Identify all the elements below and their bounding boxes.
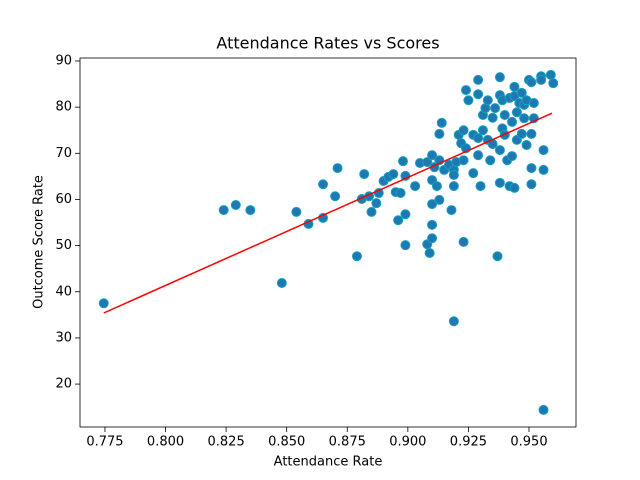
point: [494, 177, 505, 188]
point: [351, 251, 362, 262]
x-axis-label: Attendance Rate: [274, 455, 383, 470]
y-tick-label: 80: [55, 100, 72, 115]
point: [218, 205, 229, 216]
point: [434, 194, 445, 205]
point: [487, 112, 498, 123]
point: [526, 77, 537, 88]
point: [473, 74, 484, 85]
point: [526, 163, 537, 174]
point: [526, 128, 537, 139]
x-tick-label: 0.925: [450, 435, 487, 450]
y-tick-label: 50: [55, 238, 72, 253]
point: [458, 236, 469, 247]
x-tick-label: 0.825: [208, 435, 245, 450]
point: [460, 85, 471, 96]
point: [291, 206, 302, 217]
point: [371, 198, 382, 209]
y-tick-label: 90: [55, 54, 72, 69]
point: [473, 89, 484, 100]
point: [422, 157, 433, 168]
point: [519, 113, 530, 124]
y-tick-label: 30: [55, 330, 72, 345]
y-tick-label: 20: [55, 377, 72, 392]
point: [446, 205, 457, 216]
point: [427, 150, 438, 161]
point: [516, 87, 527, 98]
point: [366, 206, 377, 217]
point: [359, 169, 370, 180]
point: [511, 107, 522, 118]
point: [482, 95, 493, 106]
point: [463, 95, 474, 106]
x-tick-label: 0.875: [329, 435, 366, 450]
point: [318, 179, 329, 190]
point: [507, 116, 518, 127]
chart-title: Attendance Rates vs Scores: [216, 34, 439, 53]
point: [516, 128, 527, 139]
point: [98, 298, 109, 309]
point: [473, 133, 484, 144]
point: [230, 200, 241, 210]
point: [448, 181, 459, 192]
point: [431, 181, 442, 192]
point: [485, 155, 496, 166]
point: [427, 219, 438, 230]
point: [538, 145, 549, 156]
point: [448, 316, 459, 327]
point: [477, 125, 488, 136]
point: [400, 240, 411, 251]
point: [509, 182, 520, 193]
y-tick-label: 60: [55, 192, 72, 207]
point: [526, 179, 537, 190]
fit-line: [103, 112, 553, 314]
x-tick-label: 0.950: [510, 435, 547, 450]
y-tick-label: 70: [55, 146, 72, 161]
point: [276, 278, 287, 288]
point: [538, 164, 549, 175]
y-tick-label: 40: [55, 284, 72, 299]
point: [492, 251, 503, 262]
point: [490, 103, 501, 114]
point: [536, 74, 547, 85]
point: [410, 181, 421, 192]
point: [521, 140, 532, 150]
point: [528, 98, 539, 108]
x-tick-label: 0.775: [86, 435, 123, 450]
point: [509, 81, 520, 92]
point: [436, 117, 447, 128]
point: [388, 169, 399, 180]
point: [395, 188, 406, 198]
y-axis-label: Outcome Score Rate: [32, 175, 47, 309]
point: [507, 151, 518, 162]
point: [458, 155, 469, 166]
point: [424, 248, 435, 258]
point: [400, 209, 411, 220]
point: [538, 404, 549, 415]
point: [434, 128, 445, 139]
x-tick-label: 0.900: [389, 435, 426, 450]
point: [397, 156, 408, 167]
point: [473, 150, 484, 161]
x-tick-label: 0.800: [147, 435, 184, 450]
point: [545, 69, 556, 80]
point: [458, 125, 469, 136]
point: [468, 168, 479, 179]
point: [245, 205, 256, 216]
point: [475, 181, 486, 192]
point: [494, 72, 505, 83]
plot-frame: [79, 57, 577, 428]
point: [332, 163, 343, 174]
x-tick-label: 0.850: [268, 435, 305, 450]
point: [499, 110, 510, 120]
point: [494, 145, 505, 156]
point: [330, 191, 341, 202]
point: [427, 233, 438, 244]
point: [393, 215, 404, 226]
point: [448, 170, 459, 180]
point: [548, 78, 559, 89]
